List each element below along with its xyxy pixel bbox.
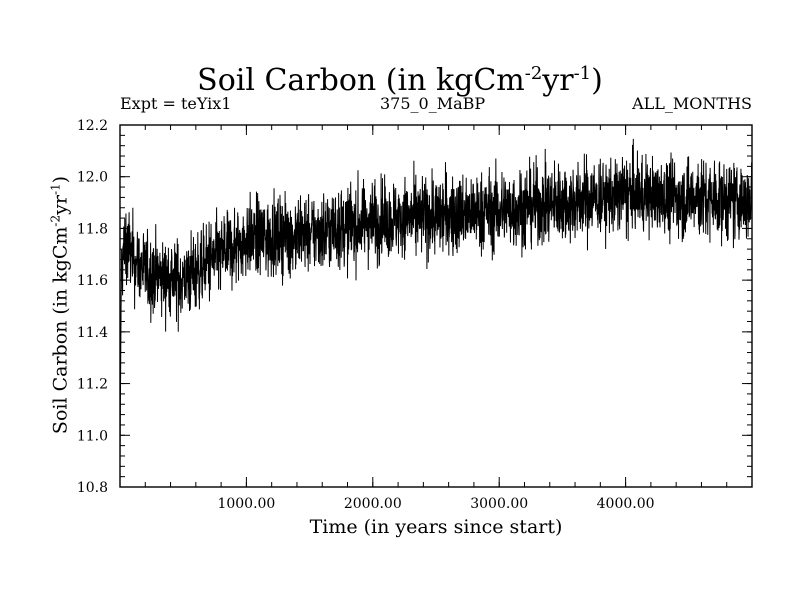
y-tick-label: 11.8 [77, 221, 108, 237]
y-tick-label: 11.0 [77, 428, 108, 444]
experiment-label: Expt = teYix1 [120, 94, 232, 113]
y-tick-label: 11.4 [77, 325, 108, 341]
y-tick-label: 12.2 [77, 118, 108, 134]
y-tick-label: 11.6 [77, 273, 108, 289]
y-axis-label: Soil Carbon (in kgCm-2yr-1) [48, 175, 72, 435]
x-tick-label: 3000.00 [470, 496, 528, 512]
plot-frame [119, 124, 753, 488]
chart-title: Soil Carbon (in kgCm-2yr-1) [197, 63, 603, 98]
y-tick-label: 10.8 [77, 480, 108, 496]
x-tick-label: 1000.00 [217, 496, 275, 512]
x-tick-label: 4000.00 [597, 496, 655, 512]
y-tick-label: 11.2 [77, 377, 108, 393]
soil-carbon-series [119, 138, 753, 462]
months-label: ALL_MONTHS [632, 94, 752, 113]
x-tick-label: 2000.00 [344, 496, 402, 512]
x-axis-label: Time (in years since start) [309, 516, 563, 538]
axis-tick-labels: 10.8 11.0 11.2 11.4 11.6 11.8 12.0 12.2 1000.00 2… [77, 118, 655, 512]
period-label: 375_0_MaBP [380, 94, 486, 113]
y-tick-label: 12.0 [77, 170, 108, 186]
